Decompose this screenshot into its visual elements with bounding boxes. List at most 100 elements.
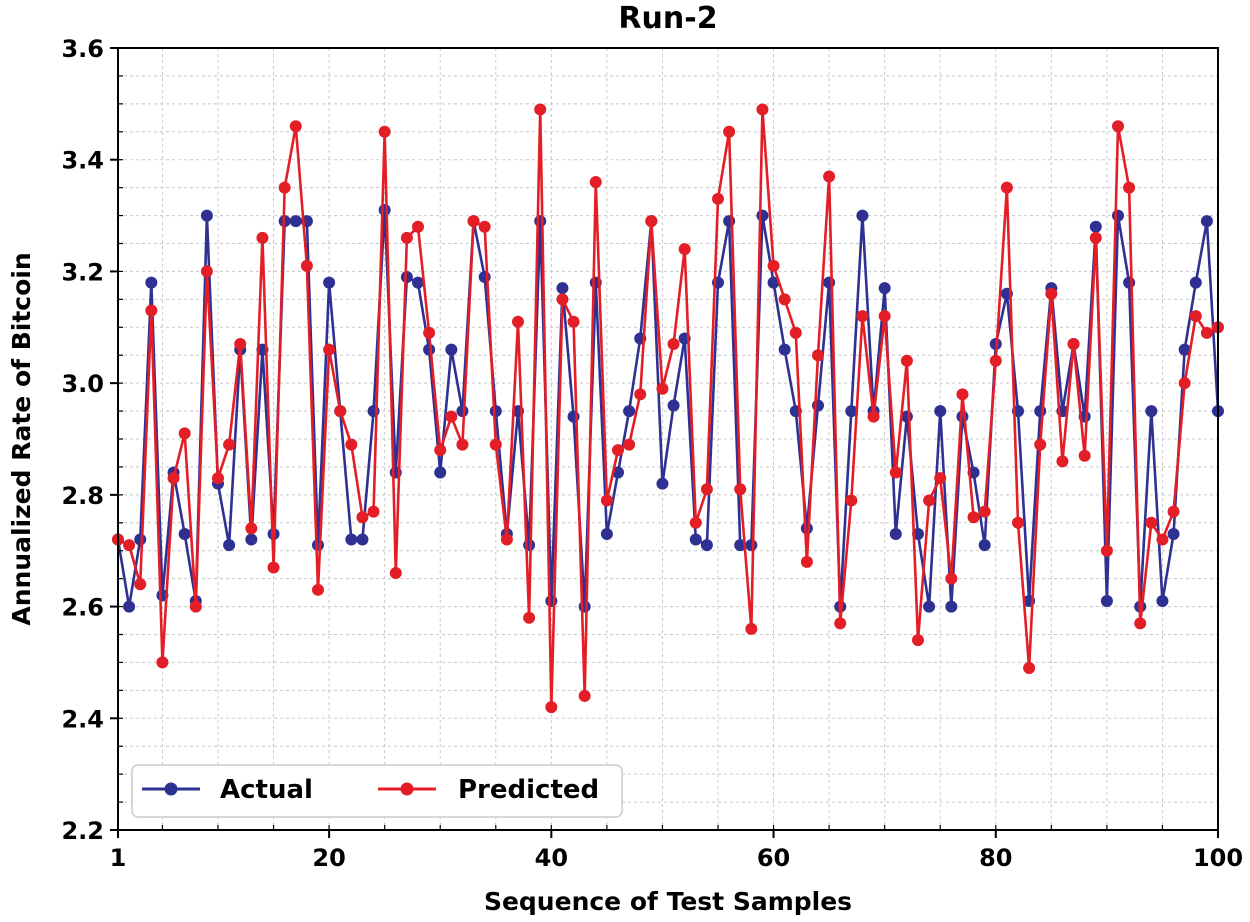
- data-point-predicted: [823, 170, 836, 183]
- data-point-predicted: [1145, 516, 1158, 529]
- data-point-predicted: [1100, 544, 1113, 557]
- data-point-predicted: [178, 427, 191, 440]
- data-point-actual: [1145, 405, 1158, 418]
- data-point-predicted: [789, 326, 802, 339]
- data-point-predicted: [123, 539, 136, 552]
- x-tick-label: 1: [110, 844, 127, 872]
- data-point-predicted: [889, 466, 902, 479]
- data-point-actual: [800, 522, 813, 535]
- data-point-predicted: [656, 382, 669, 395]
- data-point-predicted: [367, 505, 380, 518]
- data-point-predicted: [878, 310, 891, 323]
- x-tick-label: 100: [1193, 844, 1243, 872]
- data-point-actual: [345, 533, 358, 546]
- data-point-predicted: [545, 701, 558, 714]
- data-point-predicted: [489, 438, 502, 451]
- data-point-actual: [289, 215, 302, 228]
- y-tick-label: 3.0: [61, 370, 104, 398]
- data-point-actual: [245, 533, 258, 546]
- data-point-actual: [1123, 276, 1136, 289]
- data-point-actual: [312, 539, 324, 552]
- x-tick-label: 40: [535, 844, 568, 872]
- data-point-predicted: [856, 310, 869, 323]
- data-point-actual: [489, 405, 502, 418]
- data-point-predicted: [1023, 662, 1036, 675]
- data-point-predicted: [200, 265, 213, 278]
- data-point-actual: [778, 343, 791, 356]
- data-point-predicted: [800, 555, 813, 568]
- data-point-actual: [534, 215, 547, 228]
- x-axis-label: Sequence of Test Samples: [484, 887, 852, 916]
- data-point-predicted: [245, 522, 258, 535]
- data-point-actual: [745, 539, 758, 552]
- data-point-predicted: [756, 103, 769, 116]
- data-point-predicted: [512, 315, 524, 328]
- data-point-predicted: [356, 511, 369, 524]
- data-point-predicted: [256, 231, 269, 244]
- data-point-predicted: [989, 354, 1002, 367]
- data-point-actual: [223, 539, 236, 552]
- data-point-predicted: [967, 511, 980, 524]
- data-point-predicted: [1123, 181, 1136, 194]
- data-point-predicted: [1012, 516, 1024, 529]
- legend: Actual Predicted: [131, 764, 623, 818]
- data-point-predicted: [478, 220, 491, 233]
- data-point-predicted: [578, 689, 591, 702]
- data-point-predicted: [1067, 338, 1080, 351]
- data-point-predicted: [278, 181, 291, 194]
- data-point-actual: [556, 282, 569, 295]
- data-point-predicted: [1112, 120, 1124, 133]
- data-point-predicted: [912, 634, 924, 647]
- data-point-predicted: [189, 600, 202, 613]
- data-point-predicted: [389, 567, 402, 580]
- data-point-predicted: [600, 494, 613, 507]
- data-point-predicted: [378, 125, 391, 138]
- data-point-predicted: [523, 611, 536, 624]
- data-point-predicted: [534, 103, 547, 116]
- data-point-actual: [600, 527, 613, 540]
- data-point-actual: [656, 477, 669, 490]
- data-point-predicted: [1200, 326, 1213, 339]
- data-point-predicted: [1189, 310, 1202, 323]
- data-point-predicted: [456, 438, 469, 451]
- data-point-actual: [478, 271, 491, 284]
- data-point-actual: [178, 527, 191, 540]
- y-tick-label: 2.2: [61, 817, 104, 845]
- data-point-predicted: [1178, 377, 1191, 390]
- data-point-predicted: [145, 304, 158, 317]
- data-point-predicted: [1034, 438, 1047, 451]
- data-point-predicted: [567, 315, 580, 328]
- data-point-actual: [1112, 209, 1124, 222]
- data-point-predicted: [712, 192, 724, 205]
- data-point-predicted: [978, 505, 991, 518]
- data-point-predicted: [845, 494, 858, 507]
- data-point-actual: [123, 600, 136, 613]
- data-point-actual: [623, 405, 636, 418]
- y-tick-label: 3.2: [61, 258, 104, 286]
- data-point-predicted: [400, 231, 413, 244]
- data-point-actual: [445, 343, 458, 356]
- data-point-predicted: [612, 444, 624, 457]
- data-point-actual: [889, 527, 902, 540]
- data-point-actual: [200, 209, 213, 222]
- data-point-predicted: [900, 354, 913, 367]
- data-point-predicted: [812, 349, 824, 362]
- data-point-predicted: [623, 438, 636, 451]
- data-point-predicted: [834, 617, 847, 630]
- data-point-actual: [1167, 527, 1180, 540]
- data-point-predicted: [289, 120, 302, 133]
- series-line-predicted: [117, 108, 1219, 709]
- data-point-predicted: [1045, 287, 1058, 300]
- data-point-predicted: [134, 578, 147, 591]
- data-point-actual: [578, 600, 591, 613]
- data-point-actual: [412, 276, 424, 289]
- data-point-actual: [1178, 343, 1191, 356]
- data-point-actual: [1089, 220, 1102, 233]
- data-point-actual: [378, 203, 391, 216]
- data-point-actual: [1200, 215, 1213, 228]
- data-point-predicted: [345, 438, 358, 451]
- data-point-predicted: [767, 259, 780, 272]
- data-point-actual: [845, 405, 858, 418]
- legend-box: [131, 764, 623, 818]
